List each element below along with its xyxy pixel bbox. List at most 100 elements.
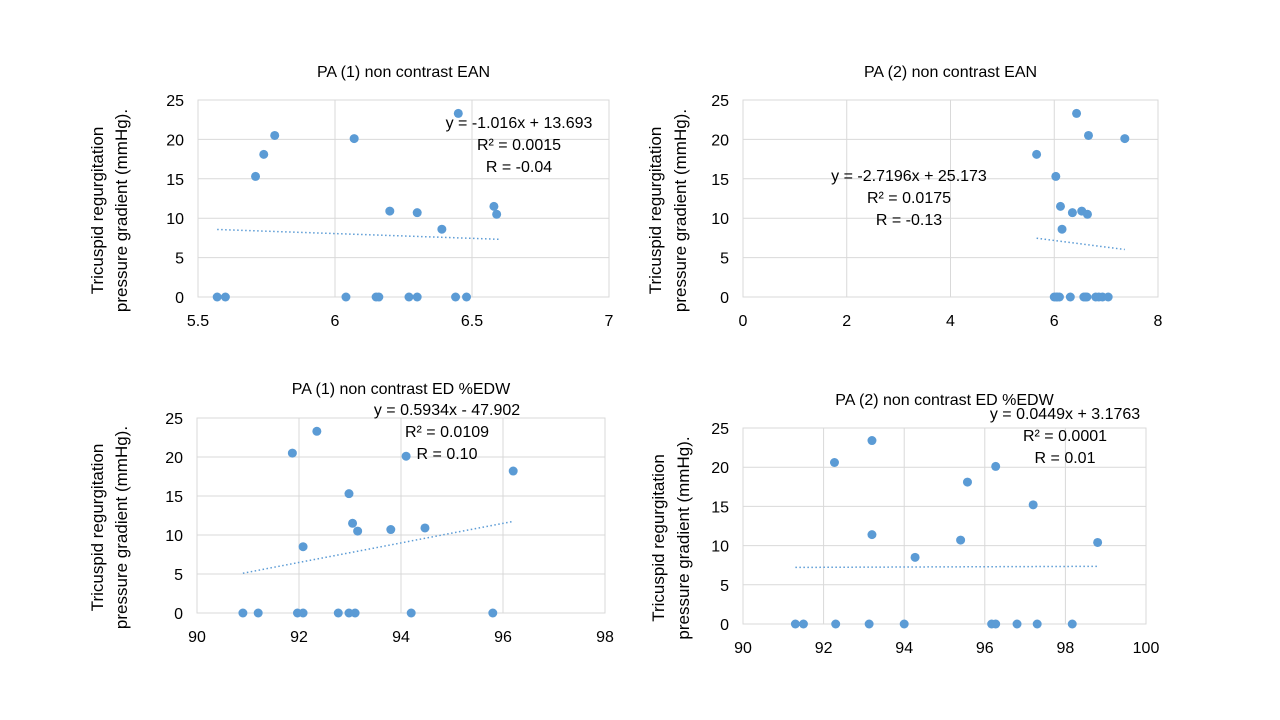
y-axis-label: pressure gradient (mmHg). bbox=[671, 109, 690, 312]
x-tick-label: 96 bbox=[494, 629, 512, 646]
x-tick-label: 92 bbox=[815, 640, 833, 657]
y-tick-label: 20 bbox=[166, 132, 184, 149]
data-point bbox=[867, 436, 877, 446]
x-tick-label: 0 bbox=[739, 313, 748, 330]
regression-annotation: y = 0.0449x + 3.1763 bbox=[990, 406, 1140, 423]
data-point bbox=[374, 292, 384, 302]
data-point bbox=[298, 542, 308, 552]
x-tick-label: 6 bbox=[331, 313, 340, 330]
y-tick-label: 15 bbox=[711, 499, 729, 516]
y-axis-label: Tricuspid regurgitation bbox=[88, 127, 107, 295]
data-point bbox=[1032, 149, 1042, 159]
data-point bbox=[1054, 292, 1064, 302]
data-point bbox=[251, 171, 261, 181]
y-tick-label: 25 bbox=[165, 411, 183, 428]
data-point bbox=[350, 608, 360, 618]
data-point bbox=[489, 201, 499, 211]
x-tick-label: 94 bbox=[392, 629, 410, 646]
x-tick-label: 98 bbox=[596, 629, 614, 646]
chart-title: PA (2) non contrast ED %EDW bbox=[835, 392, 1054, 409]
data-point bbox=[462, 292, 472, 302]
y-tick-label: 15 bbox=[166, 172, 184, 189]
trendline bbox=[1036, 237, 1125, 251]
data-point bbox=[1072, 108, 1082, 118]
y-tick-label: 25 bbox=[166, 93, 184, 110]
regression-annotation: R = 0.01 bbox=[1035, 450, 1096, 467]
regression-annotation: R² = 0.0175 bbox=[867, 190, 951, 207]
x-tick-label: 2 bbox=[842, 313, 851, 330]
data-point bbox=[1067, 208, 1077, 218]
data-point bbox=[437, 224, 447, 234]
data-point bbox=[287, 448, 297, 458]
y-tick-label: 20 bbox=[165, 450, 183, 467]
x-tick-label: 6.5 bbox=[461, 313, 483, 330]
data-point bbox=[864, 619, 874, 629]
data-point bbox=[270, 130, 280, 140]
y-tick-label: 25 bbox=[711, 93, 729, 110]
data-point bbox=[253, 608, 263, 618]
y-axis-label: Tricuspid regurgitation bbox=[646, 127, 665, 295]
regression-annotation: R² = 0.0001 bbox=[1023, 428, 1107, 445]
y-axis-label: Tricuspid regurgitation bbox=[88, 444, 107, 612]
y-tick-label: 10 bbox=[165, 528, 183, 545]
y-tick-label: 25 bbox=[711, 421, 729, 438]
data-point bbox=[1032, 619, 1042, 629]
x-tick-label: 90 bbox=[734, 640, 752, 657]
data-point bbox=[401, 451, 411, 461]
y-tick-label: 10 bbox=[166, 211, 184, 228]
data-point bbox=[1057, 224, 1067, 234]
data-point bbox=[412, 208, 422, 218]
data-point bbox=[899, 619, 909, 629]
data-point bbox=[298, 608, 308, 618]
data-point bbox=[488, 608, 498, 618]
y-tick-label: 20 bbox=[711, 460, 729, 477]
y-tick-label: 5 bbox=[720, 578, 729, 595]
data-point bbox=[420, 523, 430, 533]
data-point bbox=[1055, 201, 1065, 211]
y-axis-label: pressure gradient (mmHg). bbox=[674, 436, 693, 639]
y-tick-label: 10 bbox=[711, 539, 729, 556]
data-point bbox=[1120, 134, 1130, 144]
x-tick-label: 5.5 bbox=[187, 313, 209, 330]
trendline bbox=[242, 520, 514, 574]
data-point bbox=[1083, 130, 1093, 140]
y-tick-label: 5 bbox=[174, 567, 183, 584]
data-point bbox=[341, 292, 351, 302]
y-tick-label: 0 bbox=[174, 606, 183, 623]
data-point bbox=[386, 525, 396, 535]
data-point bbox=[353, 526, 363, 536]
y-tick-label: 15 bbox=[165, 489, 183, 506]
y-tick-label: 0 bbox=[720, 617, 729, 634]
y-tick-label: 5 bbox=[175, 251, 184, 268]
trendline bbox=[217, 228, 500, 241]
data-point bbox=[333, 608, 343, 618]
x-tick-label: 8 bbox=[1154, 313, 1163, 330]
data-point bbox=[1012, 619, 1022, 629]
data-point bbox=[406, 608, 416, 618]
trendline bbox=[795, 565, 1098, 569]
data-point bbox=[220, 292, 230, 302]
y-tick-label: 5 bbox=[720, 251, 729, 268]
data-point bbox=[348, 518, 358, 528]
y-tick-label: 0 bbox=[175, 290, 184, 307]
data-point bbox=[991, 619, 1001, 629]
data-point bbox=[1093, 537, 1103, 547]
data-point bbox=[910, 552, 920, 562]
x-tick-label: 100 bbox=[1133, 640, 1160, 657]
regression-annotation: y = -1.016x + 13.693 bbox=[446, 115, 593, 132]
data-point bbox=[1082, 209, 1092, 219]
data-point bbox=[385, 206, 395, 216]
y-tick-label: 20 bbox=[711, 132, 729, 149]
data-point bbox=[344, 489, 354, 499]
data-point bbox=[1051, 171, 1061, 181]
regression-annotation: y = 0.5934x - 47.902 bbox=[374, 402, 520, 419]
y-axis-label: pressure gradient (mmHg). bbox=[112, 426, 131, 629]
x-tick-label: 6 bbox=[1050, 313, 1059, 330]
data-point bbox=[238, 608, 248, 618]
y-tick-label: 15 bbox=[711, 172, 729, 189]
data-point bbox=[829, 457, 839, 467]
